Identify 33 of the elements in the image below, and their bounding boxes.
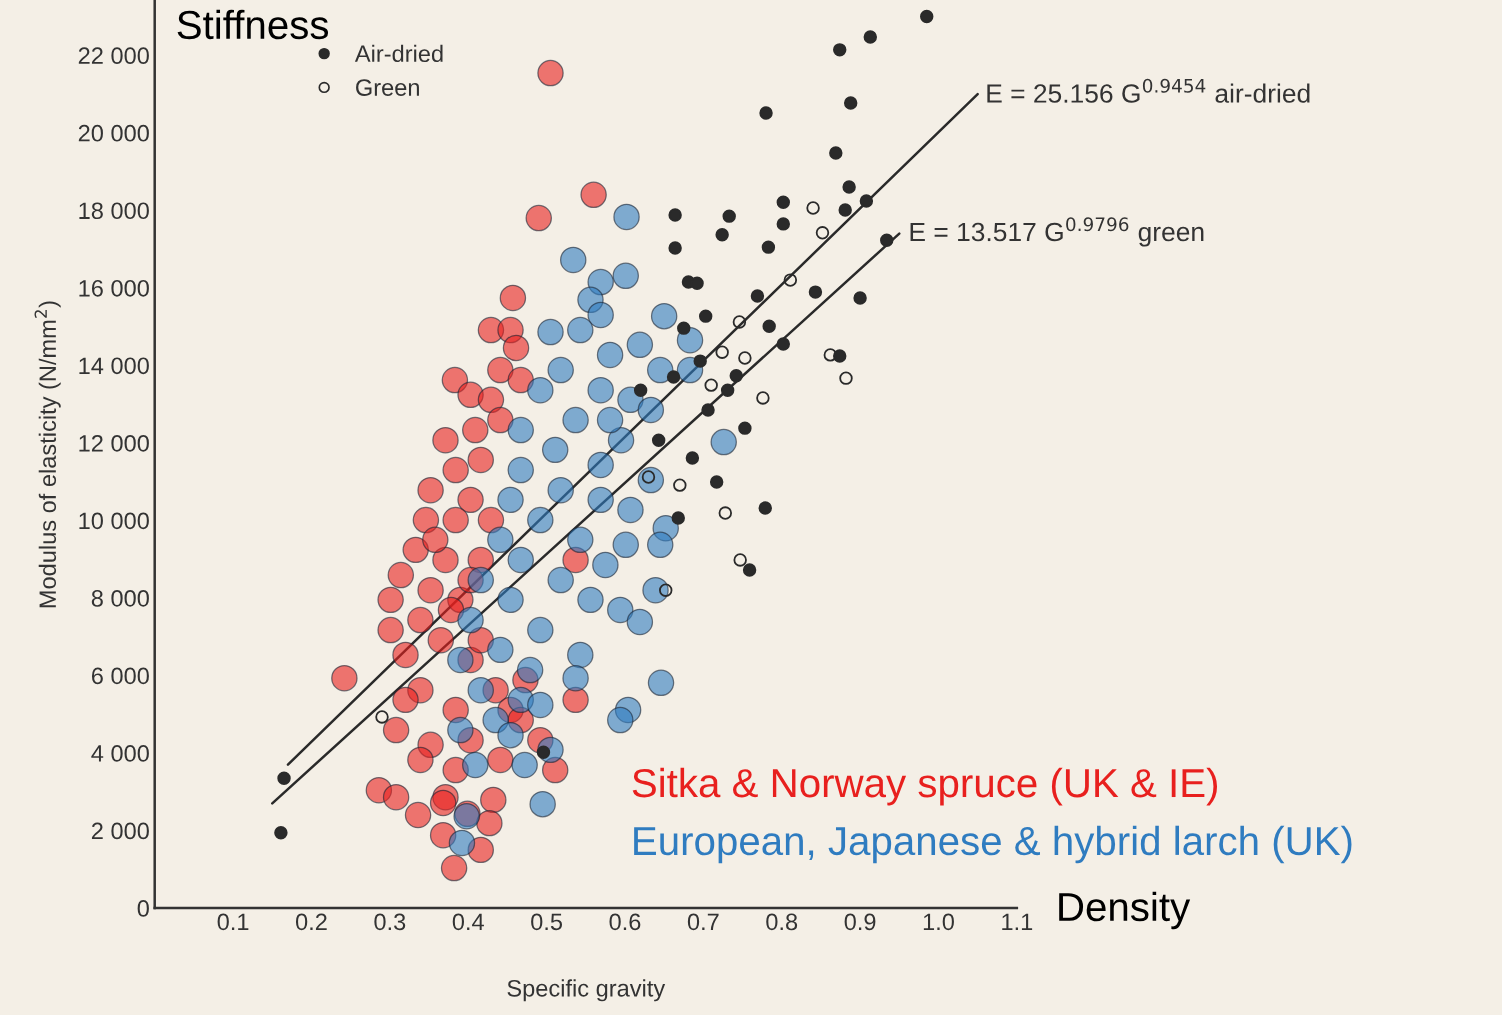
x-tick-label: 0.7	[687, 913, 719, 931]
x-tick-label: 0.1	[217, 913, 249, 931]
y-tick-label: 2 000	[91, 822, 149, 840]
y-tick-label: 16 000	[79, 279, 149, 297]
annotation: E = 13.517 G$^{0.9796}$ green	[910, 217, 1204, 247]
annotation: Stiffness	[177, 9, 329, 40]
x-tick-label: 1.0	[923, 913, 954, 931]
y-tick-label: 4 000	[91, 745, 149, 762]
annotation: E = 25.156 G$^{0.9454}$ air-dried	[987, 78, 1310, 103]
legend-label: Air-dried	[354, 44, 443, 63]
x-tick-label: 1.1	[1002, 913, 1033, 930]
y-tick-label: 12 000	[79, 434, 149, 452]
x-tick-label: 0.9	[844, 913, 876, 931]
x-tick-label: 0.8	[766, 913, 798, 931]
text: European, Japanese & hybrid larch (UK)	[634, 825, 1352, 864]
y-tick-label: 6 000	[91, 667, 149, 685]
text: Density	[1059, 891, 1191, 930]
y-tick-label: 10 000	[79, 512, 149, 530]
y-tick-label: 0	[137, 900, 149, 917]
y-tick-label: 14 000	[79, 357, 149, 375]
x-axis-title: Specific gravity	[507, 979, 666, 1002]
y-tick-label: 18 000	[79, 202, 149, 220]
y-tick-label: 20 000	[78, 124, 149, 142]
series-label: Sitka & Norway spruce (UK & IE)	[632, 767, 1218, 806]
x-tick-label: 0.2	[295, 913, 327, 931]
y-tick-label: 22 000	[78, 47, 149, 65]
x-tick-label: 0.5	[531, 913, 563, 931]
legend-label: Green	[356, 79, 419, 96]
x-tick-label: 0.3	[374, 913, 406, 931]
y-axis-title: Modulus of elasticity (N/mm$^{2}$)	[34, 301, 61, 608]
x-tick-label: 0.6	[609, 913, 641, 931]
x-tick-label: 0.4	[452, 913, 484, 931]
y-tick-label: 8 000	[91, 590, 149, 607]
